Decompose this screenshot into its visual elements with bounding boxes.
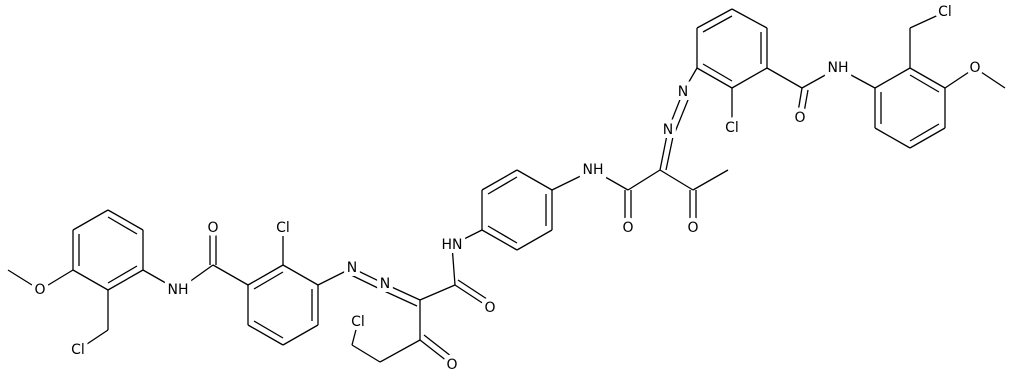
atom-label: N	[347, 260, 357, 276]
atom-label: N	[663, 122, 673, 138]
atom-label: N	[380, 276, 390, 292]
atom-label: NH	[583, 162, 604, 178]
atom-label: NH	[828, 60, 849, 76]
atom-label: Cl	[725, 120, 739, 136]
atom-label: Cl	[276, 220, 290, 236]
atom-label: Cl	[938, 4, 952, 20]
atom-label: O	[622, 220, 633, 236]
atom-label: O	[34, 282, 45, 298]
atom-labels: Cl O NH O Cl N N NH O O HN O N N Cl O NH…	[30, 0, 984, 376]
atom-label: O	[794, 110, 805, 126]
atom-label: Cl	[71, 342, 85, 358]
atom-label: O	[687, 220, 698, 236]
atom-label: HN	[442, 237, 463, 253]
atom-label: O	[969, 60, 980, 76]
atom-label: NH	[168, 282, 189, 298]
bonds	[7, 8, 1006, 366]
atom-label: O	[446, 357, 457, 373]
atom-label: O	[484, 300, 495, 316]
atom-label: Cl	[351, 314, 365, 330]
atom-label: N	[678, 84, 688, 100]
atom-label: O	[207, 220, 218, 236]
